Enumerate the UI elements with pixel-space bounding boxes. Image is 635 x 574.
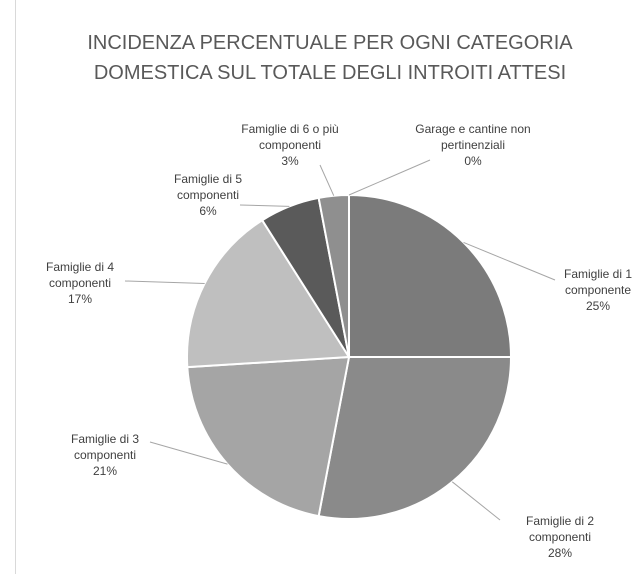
pie-slice xyxy=(348,193,513,358)
chart-title: INCIDENZA PERCENTUALE PER OGNI CATEGORIA… xyxy=(87,32,573,84)
data-label: Famiglie di 6 o più componenti 3% xyxy=(230,121,350,169)
leader-line xyxy=(124,280,205,284)
pie-slice xyxy=(186,355,351,518)
value-label: 25% xyxy=(585,299,611,313)
data-label: Garage e cantine non pertinenziali 0% xyxy=(413,121,533,169)
leader-line xyxy=(463,241,556,281)
value-label: 21% xyxy=(92,464,118,478)
pie-slice xyxy=(317,356,513,520)
value-label: 6% xyxy=(199,204,217,218)
leader-line xyxy=(149,441,228,465)
value-label: 0% xyxy=(464,154,482,168)
leader-line xyxy=(319,164,335,196)
value-label: 28% xyxy=(547,546,573,560)
data-label: Famiglie di 1 componente 25% xyxy=(538,266,635,314)
data-label: Famiglie di 2 componenti 28% xyxy=(500,513,620,561)
category-label: Famiglie di 3 componenti xyxy=(70,432,140,462)
leader-line xyxy=(239,204,290,207)
data-label: Famiglie di 3 componenti 21% xyxy=(45,431,165,479)
category-label: Famiglie di 1 componente xyxy=(563,267,633,297)
value-label: 17% xyxy=(67,292,93,306)
value-label: 3% xyxy=(281,154,299,168)
data-label: Famiglie di 5 componenti 6% xyxy=(148,171,268,219)
category-label: Famiglie di 6 o più componenti xyxy=(241,122,339,152)
leader-line xyxy=(451,481,501,521)
pie-slice xyxy=(186,218,351,369)
category-label: Famiglie di 5 componenti xyxy=(173,172,243,202)
category-label: Famiglie di 2 componenti xyxy=(525,514,595,544)
category-label: Famiglie di 4 componenti xyxy=(45,260,115,290)
leader-line xyxy=(348,159,431,196)
data-label: Famiglie di 4 componenti 17% xyxy=(20,259,140,307)
category-label: Garage e cantine non pertinenziali xyxy=(415,122,531,152)
